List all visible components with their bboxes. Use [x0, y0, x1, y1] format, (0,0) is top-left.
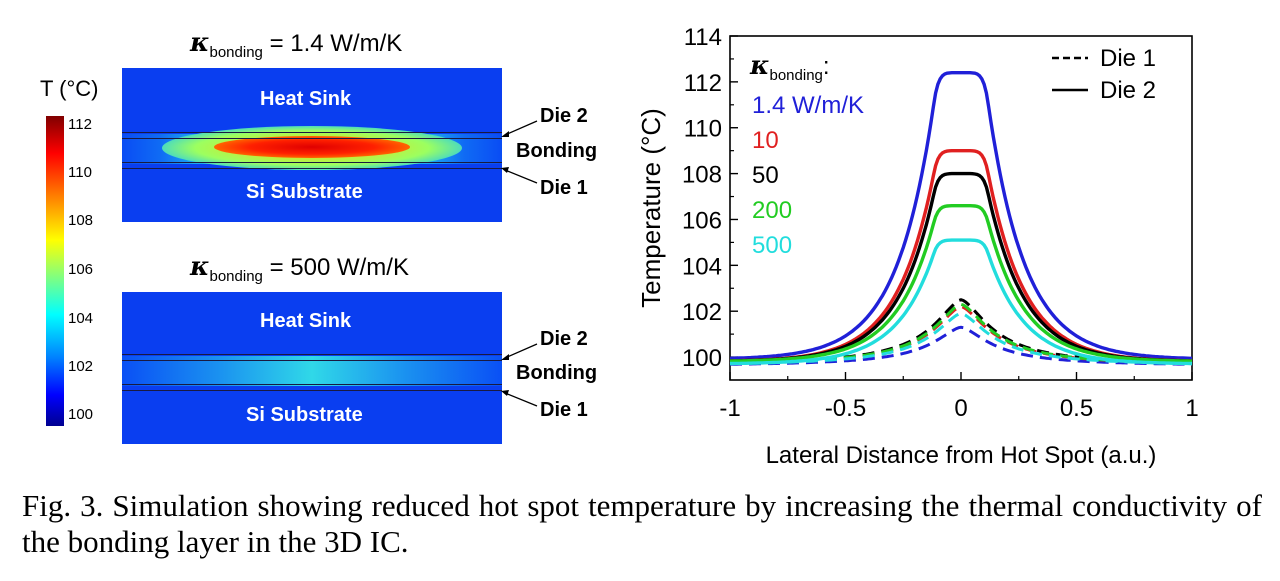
legend-title-symbol: κ	[749, 51, 770, 81]
die2-curve-500	[730, 238, 1192, 366]
kappa-subscript: bonding	[209, 43, 263, 61]
die2-curve-10	[729, 149, 1193, 363]
layer-line	[122, 162, 502, 163]
die2-label: Die 2	[540, 105, 588, 127]
bonding-layer-band	[122, 356, 502, 386]
y-tick-label: 102	[682, 299, 722, 326]
simulation-panel-1: Heat Sink Si Substrate	[122, 68, 502, 222]
figure-caption: Fig. 3. Simulation showing reduced hot s…	[22, 488, 1262, 559]
colorbar-tick: 100	[68, 406, 94, 423]
legend-item: 10	[752, 127, 779, 154]
substrate-label: Si Substrate	[246, 404, 363, 426]
panel-2-title: κbonding = 500 W/m/K	[190, 252, 409, 285]
kappa-subscript: bonding	[209, 267, 263, 285]
y-axis: 100 102 104 106 108 110 112 114	[682, 24, 738, 372]
substrate-label: Si Substrate	[246, 181, 363, 203]
style-legend: Die 1 Die 2	[1052, 45, 1156, 104]
y-tick-label: 112	[684, 70, 722, 97]
die2-curve-50	[729, 171, 1193, 363]
style-legend-label: Die 1	[1100, 45, 1156, 72]
colorbar-tick: 102	[68, 358, 94, 375]
colorbar-tick: 112	[68, 116, 92, 133]
bonding-label: Bonding	[516, 362, 598, 384]
y-axis-label: Temperature (°C)	[636, 108, 666, 308]
die1-curve-10	[730, 305, 1192, 365]
y-tick-label: 114	[684, 24, 722, 51]
layer-line	[122, 390, 502, 391]
layer-line	[122, 138, 502, 139]
y-tick-label: 100	[682, 345, 722, 372]
legend-item: 1.4 W/m/K	[752, 92, 864, 119]
x-tick-label: 1	[1185, 395, 1198, 422]
heat-sink-label: Heat Sink	[260, 88, 352, 110]
legend-item: 200	[752, 197, 792, 224]
layer-line	[122, 384, 502, 385]
kappa-symbol: κ	[190, 252, 210, 282]
die2-label: Die 2	[540, 328, 588, 350]
layer-line	[122, 360, 502, 361]
x-tick-label: -0.5	[825, 395, 866, 422]
x-tick-label: 0	[954, 395, 967, 422]
legend-title-suffix: :	[823, 53, 830, 80]
kappa-value: = 500 W/m/K	[269, 254, 409, 281]
colorbar	[46, 116, 64, 426]
legend-item: 500	[752, 232, 792, 259]
y-tick-label: 106	[682, 207, 722, 234]
kappa-symbol: κ	[190, 28, 210, 58]
die1-label: Die 1	[540, 177, 588, 199]
simulation-panel-2: Heat Sink Si Substrate	[122, 292, 502, 444]
y-tick-label: 104	[682, 253, 722, 280]
x-tick-label: 0.5	[1060, 395, 1093, 422]
temperature-chart: -1 -0.5 0 0.5 1 100 102 104 106 108 110 112 114 Lat…	[636, 24, 1199, 469]
kappa-value: = 1.4 W/m/K	[269, 30, 403, 57]
legend-item: 50	[752, 162, 779, 189]
x-tick-label: -1	[719, 395, 740, 422]
die2-curve-200	[730, 204, 1192, 363]
hot-spot-core	[214, 136, 410, 158]
layer-line	[122, 168, 502, 169]
die-arrows-1	[501, 120, 538, 184]
bonding-label: Bonding	[516, 140, 598, 162]
style-legend-label: Die 2	[1100, 77, 1156, 104]
colorbar-tick: 104	[68, 310, 94, 327]
kappa-legend: 1.4 W/m/K 10 50 200 500	[752, 92, 864, 259]
die2-curve-1.4	[730, 71, 1192, 360]
colorbar-tick: 108	[68, 212, 94, 229]
x-axis: -1 -0.5 0 0.5 1	[719, 372, 1199, 422]
y-tick-label: 108	[682, 162, 722, 189]
colorbar-tick: 106	[68, 261, 94, 278]
x-axis-label: Lateral Distance from Hot Spot (a.u.)	[766, 442, 1157, 469]
layer-line	[122, 354, 502, 355]
die-arrows-2	[501, 343, 538, 407]
curves	[729, 71, 1193, 366]
die1-label: Die 1	[540, 399, 588, 421]
y-tick-label: 110	[684, 116, 722, 143]
heat-sink-label: Heat Sink	[260, 310, 352, 332]
legend-title-subscript: bonding	[770, 67, 823, 84]
legend-title: κbonding:	[749, 51, 830, 84]
colorbar-label: T (°C)	[40, 76, 99, 101]
panel-1-title: κbonding = 1.4 W/m/K	[190, 28, 402, 61]
colorbar-tick: 110	[68, 164, 92, 181]
layer-line	[122, 132, 502, 133]
